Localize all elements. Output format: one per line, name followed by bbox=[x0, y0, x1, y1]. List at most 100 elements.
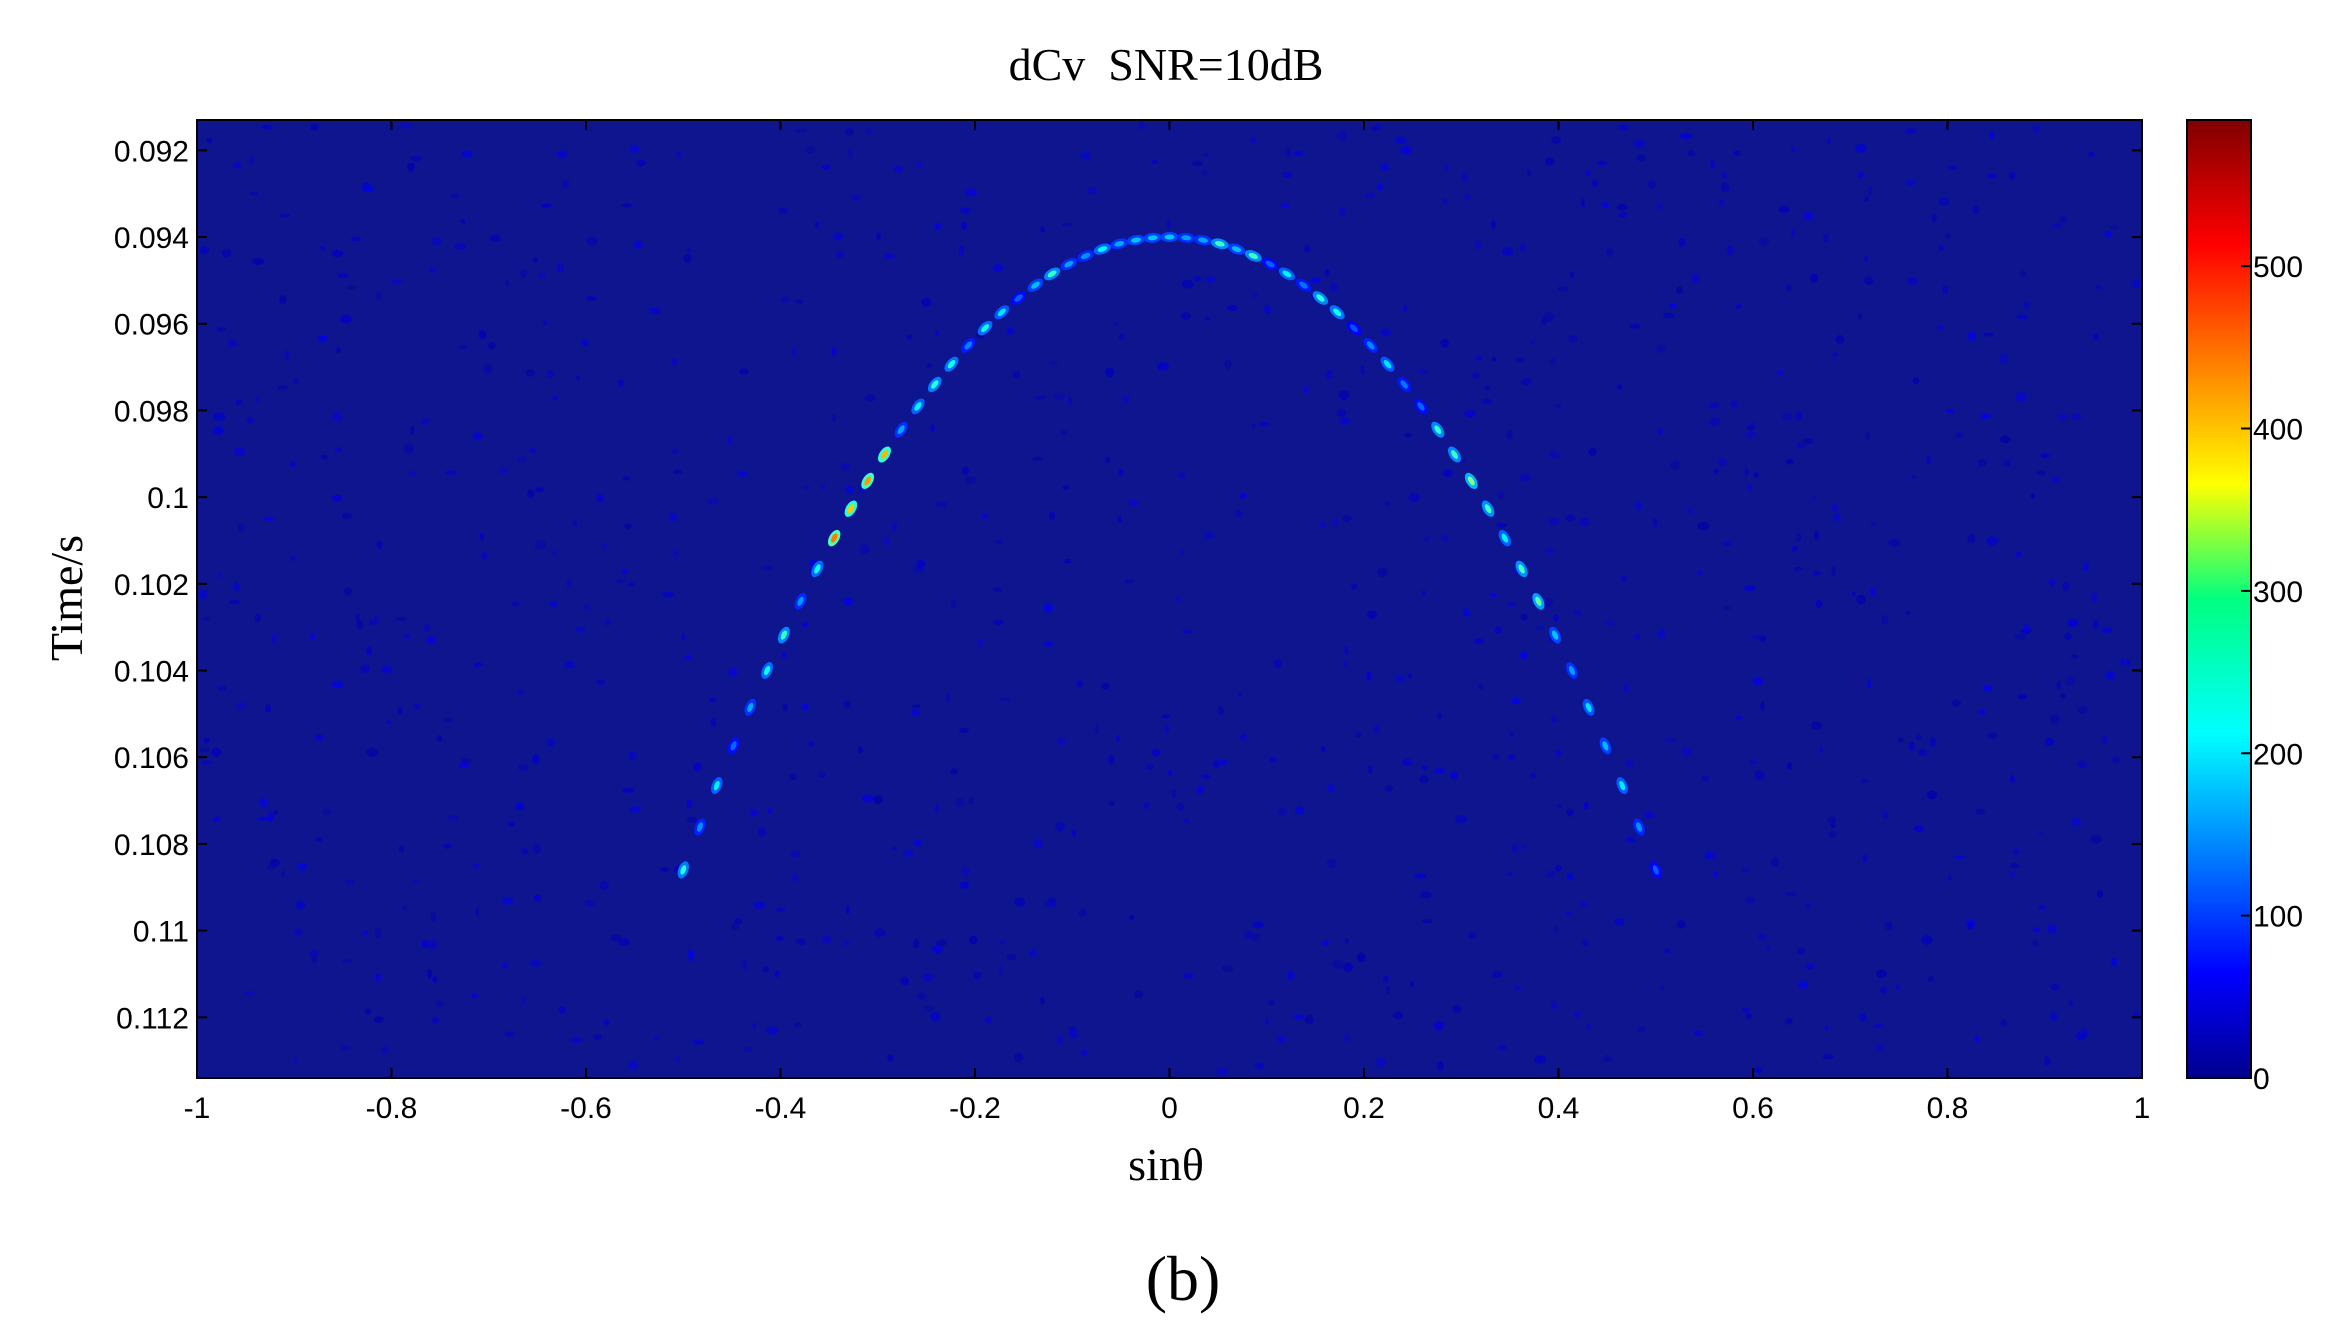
curve-segment bbox=[727, 737, 740, 755]
curve-segment bbox=[1194, 234, 1212, 246]
noise-speckle bbox=[1697, 569, 1703, 577]
noise-speckle bbox=[1526, 169, 1532, 177]
noise-speckle bbox=[1501, 247, 1514, 256]
noise-speckle bbox=[916, 560, 926, 569]
noise-speckle bbox=[1913, 825, 1924, 833]
noise-speckle bbox=[1339, 417, 1351, 426]
noise-speckle bbox=[1057, 1035, 1063, 1045]
noise-speckle bbox=[1328, 783, 1335, 793]
noise-speckle bbox=[1055, 822, 1066, 832]
noise-speckle bbox=[1069, 1026, 1077, 1032]
y-tick-label: 0.106 bbox=[114, 742, 189, 775]
noise-speckle bbox=[2097, 889, 2103, 899]
curve-segment bbox=[1160, 232, 1179, 242]
noise-speckle bbox=[1496, 522, 1507, 528]
noise-speckle bbox=[1400, 145, 1412, 155]
noise-speckle bbox=[1710, 159, 1716, 170]
noise-speckle bbox=[752, 1022, 757, 1028]
colorbar bbox=[2186, 119, 2252, 1079]
noise-speckle bbox=[1087, 186, 1097, 195]
noise-speckle bbox=[1489, 593, 1498, 598]
x-tick-label: 1 bbox=[2134, 1092, 2151, 1125]
curve-segment bbox=[794, 592, 807, 610]
colorbar-tick-label: 500 bbox=[2253, 251, 2303, 284]
noise-speckle bbox=[295, 900, 306, 910]
noise-speckle bbox=[1507, 871, 1513, 877]
noise-speckle bbox=[2068, 999, 2074, 1007]
noise-speckle bbox=[1475, 355, 1483, 361]
noise-speckle bbox=[2024, 300, 2029, 310]
noise-speckle bbox=[1723, 605, 1731, 611]
noise-speckle bbox=[1625, 836, 1636, 843]
noise-speckle bbox=[277, 385, 289, 390]
noise-speckle bbox=[1881, 614, 1889, 625]
x-tick-label: 0.8 bbox=[1927, 1092, 1969, 1125]
curve-segment bbox=[828, 529, 841, 547]
noise-speckle bbox=[1048, 360, 1058, 366]
noise-speckle bbox=[397, 706, 403, 715]
noise-speckle bbox=[1757, 933, 1767, 941]
noise-speckle bbox=[1284, 147, 1291, 158]
noise-speckle bbox=[1652, 518, 1658, 528]
noise-speckle bbox=[2009, 774, 2015, 784]
noise-speckle bbox=[1250, 136, 1257, 144]
noise-speckle bbox=[1478, 684, 1484, 690]
noise-speckle bbox=[1269, 756, 1277, 763]
noise-speckle bbox=[1797, 980, 1809, 989]
noise-speckle bbox=[1520, 613, 1529, 621]
noise-speckle bbox=[2101, 627, 2112, 634]
noise-speckle bbox=[1888, 538, 1901, 547]
noise-speckle bbox=[1118, 333, 1125, 340]
noise-speckle bbox=[2050, 983, 2060, 991]
noise-speckle bbox=[2008, 171, 2016, 180]
noise-speckle bbox=[1668, 303, 1677, 308]
noise-speckle bbox=[961, 221, 968, 230]
noise-speckle bbox=[1550, 1001, 1558, 1010]
noise-speckle bbox=[473, 662, 483, 667]
noise-speckle bbox=[1553, 614, 1560, 622]
noise-speckle bbox=[1375, 124, 1382, 130]
noise-speckle bbox=[374, 928, 382, 938]
y-tick-label: 0.108 bbox=[114, 829, 189, 862]
noise-speckle bbox=[601, 543, 608, 549]
noise-speckle bbox=[1697, 521, 1710, 531]
noise-speckle bbox=[2077, 761, 2088, 769]
noise-speckle bbox=[502, 963, 509, 969]
noise-speckle bbox=[743, 1046, 753, 1052]
curve-segment bbox=[1397, 376, 1412, 393]
noise-speckle bbox=[2050, 475, 2061, 484]
noise-speckle bbox=[1857, 313, 1863, 321]
noise-speckle bbox=[999, 697, 1011, 702]
noise-speckle bbox=[1546, 870, 1556, 879]
noise-speckle bbox=[213, 426, 224, 435]
noise-speckle bbox=[622, 203, 633, 208]
noise-speckle bbox=[340, 314, 352, 324]
noise-speckle bbox=[1108, 800, 1115, 807]
noise-speckle bbox=[775, 935, 784, 941]
x-tick-label: 0 bbox=[1161, 1092, 1178, 1125]
noise-speckle bbox=[1202, 168, 1208, 177]
noise-speckle bbox=[373, 1016, 385, 1023]
noise-speckle bbox=[1874, 1044, 1886, 1052]
noise-speckle bbox=[604, 618, 611, 626]
noise-speckle bbox=[790, 850, 801, 858]
noise-speckle bbox=[1384, 500, 1390, 506]
y-tick-label: 0.11 bbox=[133, 916, 189, 949]
noise-speckle bbox=[532, 257, 538, 263]
noise-speckle bbox=[197, 589, 208, 599]
y-tick-label: 0.1 bbox=[147, 482, 189, 515]
noise-speckle bbox=[766, 1026, 779, 1035]
noise-speckle bbox=[511, 601, 520, 607]
noise-speckle bbox=[603, 1019, 610, 1026]
noise-speckle bbox=[1373, 725, 1381, 734]
noise-speckle bbox=[1219, 758, 1228, 767]
noise-speckle bbox=[1999, 435, 2011, 444]
noise-speckle bbox=[530, 958, 541, 968]
noise-speckle bbox=[1171, 788, 1177, 798]
noise-speckle bbox=[1380, 163, 1389, 171]
noise-speckle bbox=[533, 894, 541, 902]
noise-speckle bbox=[1785, 285, 1793, 292]
noise-speckle bbox=[290, 461, 296, 468]
noise-speckle bbox=[427, 939, 438, 950]
noise-speckle bbox=[1579, 901, 1588, 908]
